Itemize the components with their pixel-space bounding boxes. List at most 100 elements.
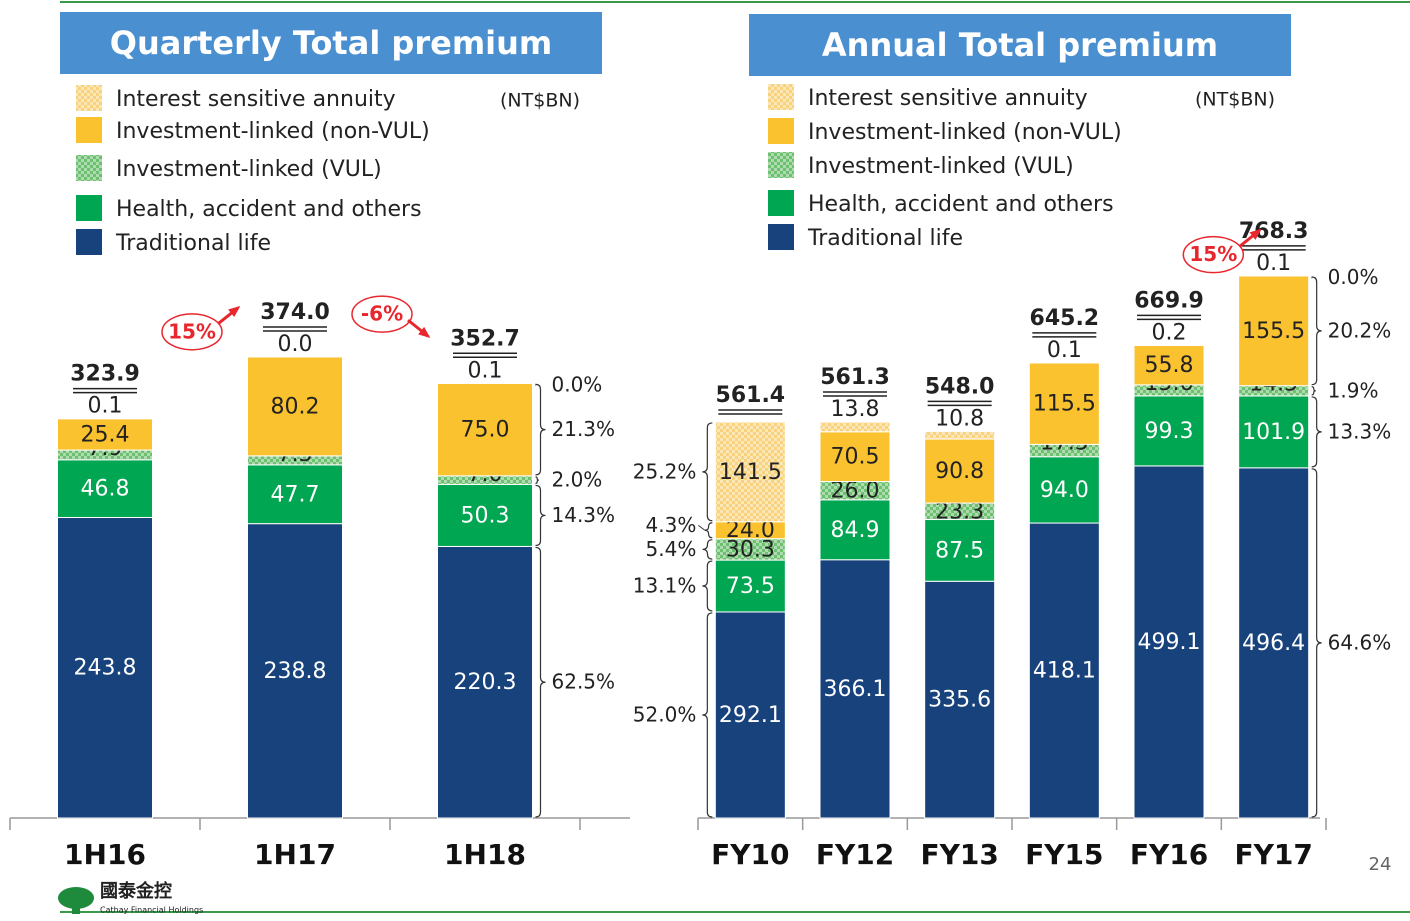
x-tick-label: FY16 (1130, 838, 1208, 871)
total-label: 645.2 (1030, 306, 1100, 331)
share-brace (702, 423, 712, 521)
legend-swatch (76, 155, 102, 181)
logo: 國泰金控 Cathay Financial Holdings (58, 880, 203, 915)
value-label: 13.8 (831, 397, 880, 422)
value-label: 25.4 (81, 422, 130, 447)
legend-label: Investment-linked (VUL) (808, 154, 1074, 179)
total-label: 561.4 (716, 383, 786, 408)
x-tick-label: 1H18 (444, 838, 526, 871)
total-label: 352.7 (450, 326, 520, 351)
share-brace (536, 384, 546, 474)
legend-label: Interest sensitive annuity (116, 87, 396, 112)
share-label: 62.5% (552, 670, 616, 694)
value-label: 0.0 (278, 332, 313, 357)
total-label: 374.0 (260, 300, 330, 325)
value-label: 75.0 (461, 418, 510, 443)
legend-swatch (768, 190, 794, 216)
legend-swatch (768, 152, 794, 178)
value-label: 115.5 (1033, 392, 1096, 417)
value-label: 418.1 (1033, 659, 1096, 684)
logo-trunk (72, 900, 80, 914)
legend-swatch (76, 117, 102, 143)
legend-swatch (768, 224, 794, 250)
logo-text: 國泰金控 (100, 880, 172, 902)
share-label: 64.6% (1328, 630, 1392, 654)
legend-swatch (76, 195, 102, 221)
legend-label: Investment-linked (VUL) (116, 157, 382, 182)
legend-label: Health, accident and others (808, 192, 1114, 217)
share-label: 14.3% (552, 503, 616, 527)
share-brace (536, 485, 546, 545)
legend-swatch (76, 229, 102, 255)
value-label: 87.5 (935, 538, 984, 563)
share-brace (1312, 387, 1316, 395)
value-label: 0.1 (1256, 251, 1291, 276)
page-number: 24 (1369, 854, 1392, 875)
value-label: 10.8 (935, 406, 984, 431)
share-brace (702, 613, 712, 817)
x-tick-label: 1H16 (64, 838, 146, 871)
legend-label: Health, accident and others (116, 197, 422, 222)
share-label: 13.1% (633, 574, 697, 598)
share-brace (1312, 397, 1322, 467)
share-label: 0.0% (1328, 265, 1379, 289)
value-label: 26.0 (831, 479, 880, 504)
legend-swatch (768, 118, 794, 144)
total-label: 323.9 (70, 362, 140, 387)
share-brace (705, 523, 712, 538)
share-label: 20.2% (1328, 318, 1392, 342)
share-label: 0.0% (552, 372, 603, 396)
legend-swatch (76, 85, 102, 111)
value-label: 94.0 (1040, 478, 1089, 503)
share-label: 13.3% (1328, 419, 1392, 443)
legend-label: Traditional life (115, 231, 271, 256)
share-label: 21.3% (552, 417, 616, 441)
x-tick-label: FY15 (1025, 838, 1103, 871)
share-leader (698, 525, 705, 530)
x-tick-label: FY17 (1234, 838, 1312, 871)
x-tick-label: FY10 (711, 838, 789, 871)
value-label: 46.8 (81, 477, 130, 502)
bar-segment (925, 431, 995, 439)
value-label: 220.3 (454, 670, 517, 695)
chart-title: Quarterly Total premium (110, 24, 553, 62)
value-label: 496.4 (1242, 631, 1305, 656)
share-label: 4.3% (646, 513, 697, 537)
share-brace (1312, 277, 1322, 385)
chart-title: Annual Total premium (822, 26, 1218, 64)
value-label: 80.2 (271, 394, 320, 419)
share-label: 2.0% (552, 468, 603, 492)
x-tick-label: 1H17 (254, 838, 336, 871)
value-label: 99.3 (1145, 419, 1194, 444)
value-label: 155.5 (1242, 319, 1305, 344)
bar-segment (820, 422, 890, 432)
share-brace (536, 547, 546, 817)
share-brace (1312, 469, 1322, 817)
value-label: 73.5 (726, 574, 775, 599)
legend-label: Traditional life (807, 226, 963, 251)
logo-subtext: Cathay Financial Holdings (100, 906, 203, 915)
value-label: 0.1 (1047, 338, 1082, 363)
legend-label: Investment-linked (non-VUL) (116, 119, 430, 144)
value-label: 141.5 (719, 460, 782, 485)
growth-label: 15% (1189, 242, 1237, 266)
value-label: 55.8 (1145, 353, 1194, 378)
total-label: 548.0 (925, 374, 995, 399)
value-label: 0.1 (88, 394, 123, 419)
value-label: 0.1 (468, 358, 503, 383)
unit-label: (NT$BN) (500, 90, 580, 112)
share-label: 1.9% (1328, 378, 1379, 402)
share-label: 5.4% (646, 537, 697, 561)
legend-label: Investment-linked (non-VUL) (808, 120, 1122, 145)
total-label: 669.9 (1134, 288, 1204, 313)
value-label: 243.8 (74, 656, 137, 681)
value-label: 499.1 (1138, 630, 1201, 655)
growth-label: -6% (361, 302, 403, 326)
value-label: 50.3 (461, 503, 510, 528)
value-label: 84.9 (831, 518, 880, 543)
legend-label: Interest sensitive annuity (808, 86, 1088, 111)
value-label: 366.1 (824, 677, 887, 702)
share-brace (1312, 277, 1313, 278)
share-label: 25.2% (633, 459, 697, 483)
